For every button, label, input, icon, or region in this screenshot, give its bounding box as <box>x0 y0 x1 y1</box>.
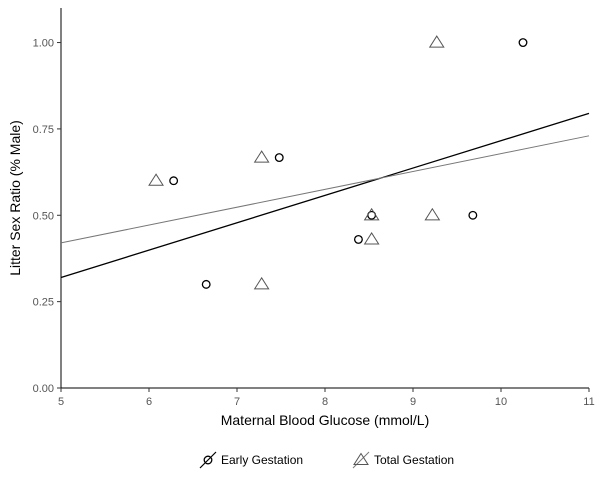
legend: Early Gestation Total Gestation <box>199 451 454 469</box>
x-tick-label: 8 <box>322 396 328 408</box>
data-point-circle <box>518 38 528 47</box>
x-tick-label: 10 <box>495 396 507 408</box>
y-tick-label: 0.00 <box>33 383 54 395</box>
data-point-circle <box>169 176 179 186</box>
legend-line-icon <box>352 451 370 469</box>
x-tick-label: 6 <box>146 396 152 408</box>
axes: 5 6 7 8 9 10 11 0.00 0.25 0.50 0.75 1.00 <box>33 8 595 408</box>
data-point-triangle <box>363 232 380 245</box>
data-point-circle <box>353 235 363 244</box>
data-point-triangle <box>253 276 270 290</box>
y-axis-title: Litter Sex Ratio (% Male) <box>7 120 23 276</box>
data-point-circle <box>201 279 211 289</box>
x-axis-title: Maternal Blood Glucose (mmol/L) <box>221 412 430 428</box>
x-tick-label: 9 <box>410 396 416 408</box>
data-point-circle <box>274 153 284 163</box>
y-tick-label: 0.25 <box>33 297 54 309</box>
legend-triangle-icon <box>353 452 369 466</box>
data-point-triangle <box>363 207 380 221</box>
trendlines <box>60 112 590 279</box>
x-tick-label: 11 <box>583 396 594 408</box>
trendline-triangle <box>60 135 590 244</box>
legend-label: Total Gestation <box>374 453 454 467</box>
legend-line-icon <box>199 451 217 469</box>
y-tick-label: 0.50 <box>33 210 54 222</box>
data-point-triangle <box>148 173 164 186</box>
data-point-triangle <box>428 35 445 48</box>
data-point-triangle <box>424 207 441 221</box>
trendline-circle <box>60 112 590 279</box>
y-tick-label: 1.00 <box>33 38 54 50</box>
legend-circle-icon <box>203 455 213 465</box>
x-tick-label: 5 <box>58 396 64 408</box>
data-point-circle <box>468 210 478 220</box>
y-tick-label: 0.75 <box>33 124 54 136</box>
data-point-triangle <box>253 150 270 163</box>
data-points <box>148 35 528 290</box>
x-tick-label: 7 <box>234 396 240 408</box>
legend-label: Early Gestation <box>221 453 303 467</box>
